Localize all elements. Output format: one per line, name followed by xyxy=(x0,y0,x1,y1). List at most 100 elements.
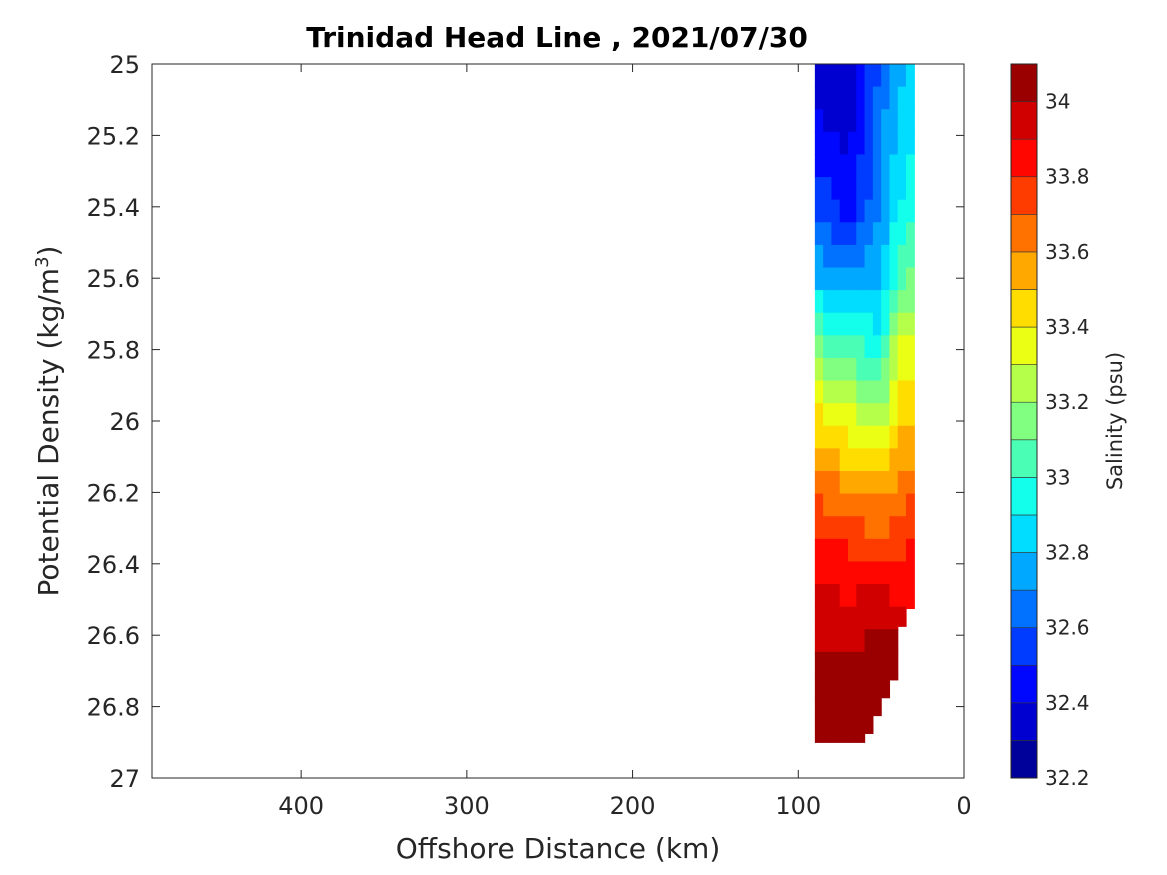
contour-cell xyxy=(864,697,874,721)
contour-cell xyxy=(872,516,882,540)
contour-cell xyxy=(823,131,833,156)
contour-cell xyxy=(856,222,866,246)
y-axis-label-close: ) xyxy=(32,246,65,257)
contour-cell xyxy=(906,448,915,472)
contour-cell xyxy=(872,538,882,563)
contour-cell xyxy=(881,109,891,133)
contour-cell xyxy=(814,584,824,608)
contour-cell xyxy=(881,267,891,291)
x-tick-label: 300 xyxy=(444,792,490,820)
contour-cell xyxy=(839,674,849,698)
contour-cell xyxy=(889,177,899,201)
colorbar-tick-label: 32.6 xyxy=(1045,616,1090,640)
contour-cell xyxy=(889,629,899,653)
contour-cell xyxy=(814,199,824,223)
contour-cell xyxy=(823,154,833,178)
contour-cell xyxy=(839,131,849,156)
colorbar-swatch xyxy=(1010,552,1038,591)
colorbar-tick-label: 33.6 xyxy=(1045,240,1090,264)
contour-cell xyxy=(864,470,874,495)
contour-cell xyxy=(856,380,866,404)
contour-cell xyxy=(881,674,891,698)
contour-cell xyxy=(864,290,874,314)
contour-cell xyxy=(831,177,841,201)
contour-cell xyxy=(814,109,824,133)
contour-cell xyxy=(881,425,891,449)
contour-cell xyxy=(881,380,891,404)
contour-cell xyxy=(889,64,899,88)
contour-cell xyxy=(889,606,899,630)
y-tick-label: 25 xyxy=(109,51,140,79)
contour-cell xyxy=(906,267,915,291)
contour-cell xyxy=(839,403,849,427)
contour-cell xyxy=(848,222,857,246)
contour-cell xyxy=(872,651,882,676)
contour-cell xyxy=(881,131,891,156)
contour-cell xyxy=(814,312,824,336)
contour-cell xyxy=(897,290,907,314)
contour-cell xyxy=(814,470,824,495)
contour-cell xyxy=(856,335,866,359)
contour-cell xyxy=(872,448,882,472)
y-tick-label: 27 xyxy=(109,765,140,793)
contour-cell xyxy=(831,86,841,110)
contour-cell xyxy=(814,516,824,540)
contour-cell xyxy=(839,109,849,133)
contour-cell xyxy=(823,312,833,336)
colorbar-swatch xyxy=(1010,514,1038,553)
contour-cell xyxy=(814,493,824,517)
tick-labels: 400 300 200 100 0 25 25.2 25.4 25.6 25.8 26 26.2 26.… xyxy=(87,51,972,820)
contour-cell xyxy=(839,244,849,269)
contour-cell xyxy=(864,199,874,223)
colorbar-swatch xyxy=(1010,289,1038,328)
contour-cell xyxy=(848,244,857,269)
contour-cell xyxy=(831,470,841,495)
contour-cell xyxy=(856,651,866,676)
contour-cell xyxy=(864,244,874,269)
contour-cell xyxy=(889,651,899,676)
contour-cell xyxy=(889,470,899,495)
contour-cell xyxy=(856,267,866,291)
contour-cell xyxy=(889,290,899,314)
contour-cell xyxy=(848,290,857,314)
contour-cell xyxy=(906,403,915,427)
contour-cell xyxy=(872,470,882,495)
contour-cell xyxy=(881,561,891,585)
contour-cell xyxy=(881,651,891,676)
contour-cell xyxy=(881,244,891,269)
contour-cell xyxy=(856,131,866,156)
colorbar-tick-label: 33.4 xyxy=(1045,315,1090,339)
contour-cell xyxy=(848,651,857,676)
contour-cell xyxy=(889,403,899,427)
contour-cell xyxy=(881,312,891,336)
contour-cell xyxy=(906,131,915,156)
contour-cell xyxy=(889,86,899,110)
contour-cell xyxy=(823,538,833,563)
colorbar-frame xyxy=(1010,63,1038,779)
contour-cell xyxy=(823,584,833,608)
contour-cell xyxy=(864,177,874,201)
contour-cell xyxy=(823,697,833,721)
contour-cell xyxy=(864,584,874,608)
contour-cell xyxy=(856,697,866,721)
contour-cell xyxy=(872,312,882,336)
contour-cell xyxy=(814,697,824,721)
contour-cell xyxy=(897,267,907,291)
contour-cell xyxy=(839,177,849,201)
contour-cell xyxy=(864,335,874,359)
contour-cell xyxy=(814,64,824,88)
contour-cell xyxy=(814,651,824,676)
contour-cell xyxy=(823,335,833,359)
contour-cell xyxy=(848,674,857,698)
contour-cell xyxy=(814,131,824,156)
contour-cell xyxy=(848,719,857,743)
contour-cell xyxy=(814,448,824,472)
contour-cell xyxy=(814,335,824,359)
contour-cell xyxy=(831,448,841,472)
contour-cell xyxy=(856,109,866,133)
contour-cell xyxy=(872,403,882,427)
contour-cell xyxy=(814,629,824,653)
contour-cell xyxy=(864,357,874,382)
contour-cell xyxy=(906,584,915,608)
colorbar-label: Salinity (psu) xyxy=(1103,352,1127,490)
